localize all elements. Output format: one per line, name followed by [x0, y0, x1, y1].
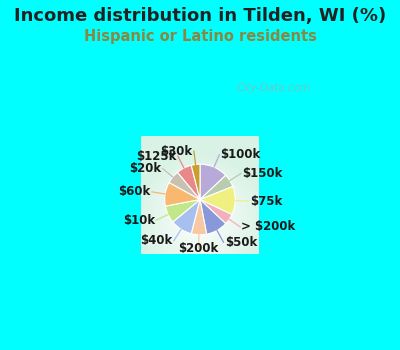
Text: $200k: $200k	[178, 241, 218, 255]
Wedge shape	[191, 199, 207, 235]
Text: $30k: $30k	[160, 145, 193, 158]
Wedge shape	[200, 175, 233, 199]
Text: $100k: $100k	[220, 148, 261, 161]
Wedge shape	[200, 199, 232, 224]
Wedge shape	[191, 164, 200, 199]
Wedge shape	[200, 199, 226, 234]
Wedge shape	[173, 199, 200, 234]
Text: $40k: $40k	[140, 234, 173, 247]
Text: $125k: $125k	[136, 149, 177, 163]
Text: $60k: $60k	[118, 186, 151, 198]
Text: $10k: $10k	[123, 214, 155, 227]
Wedge shape	[178, 165, 200, 199]
Wedge shape	[165, 199, 200, 222]
Text: Income distribution in Tilden, WI (%): Income distribution in Tilden, WI (%)	[14, 7, 386, 25]
Text: $20k: $20k	[129, 162, 161, 175]
Wedge shape	[165, 182, 200, 206]
Text: City-Data.com: City-Data.com	[236, 83, 310, 93]
Text: Hispanic or Latino residents: Hispanic or Latino residents	[84, 29, 316, 44]
Wedge shape	[200, 164, 226, 199]
Wedge shape	[169, 172, 200, 199]
Text: $75k: $75k	[250, 195, 282, 208]
Text: $50k: $50k	[225, 236, 257, 248]
Text: $150k: $150k	[242, 167, 283, 180]
Text: > $200k: > $200k	[242, 220, 296, 233]
Wedge shape	[200, 187, 235, 215]
